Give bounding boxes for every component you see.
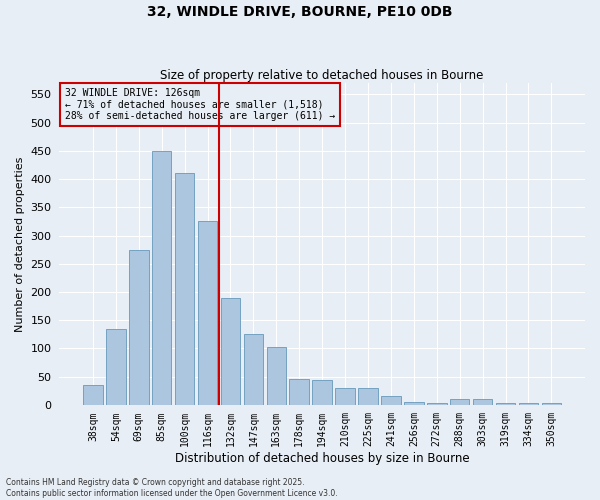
Bar [106, 328, 125, 405]
Text: Contains HM Land Registry data © Crown copyright and database right 2025.
Contai: Contains HM Land Registry data © Crown c… [6, 478, 338, 498]
Bar [496, 402, 515, 405]
Bar [152, 151, 172, 405]
Bar [427, 402, 446, 405]
Bar [335, 388, 355, 405]
Bar [175, 174, 194, 405]
Text: 32 WINDLE DRIVE: 126sqm
← 71% of detached houses are smaller (1,518)
28% of semi: 32 WINDLE DRIVE: 126sqm ← 71% of detache… [65, 88, 335, 121]
Bar [450, 400, 469, 405]
Bar [266, 347, 286, 405]
Bar [129, 250, 149, 405]
Bar [244, 334, 263, 405]
Y-axis label: Number of detached properties: Number of detached properties [15, 156, 25, 332]
Title: Size of property relative to detached houses in Bourne: Size of property relative to detached ho… [160, 69, 484, 82]
Bar [381, 396, 401, 405]
Bar [358, 388, 378, 405]
Bar [404, 402, 424, 405]
Bar [198, 222, 217, 405]
Bar [519, 404, 538, 405]
Bar [83, 385, 103, 405]
Bar [542, 402, 561, 405]
Bar [221, 298, 240, 405]
X-axis label: Distribution of detached houses by size in Bourne: Distribution of detached houses by size … [175, 452, 469, 465]
Text: 32, WINDLE DRIVE, BOURNE, PE10 0DB: 32, WINDLE DRIVE, BOURNE, PE10 0DB [147, 5, 453, 19]
Bar [313, 380, 332, 405]
Bar [473, 400, 493, 405]
Bar [289, 379, 309, 405]
